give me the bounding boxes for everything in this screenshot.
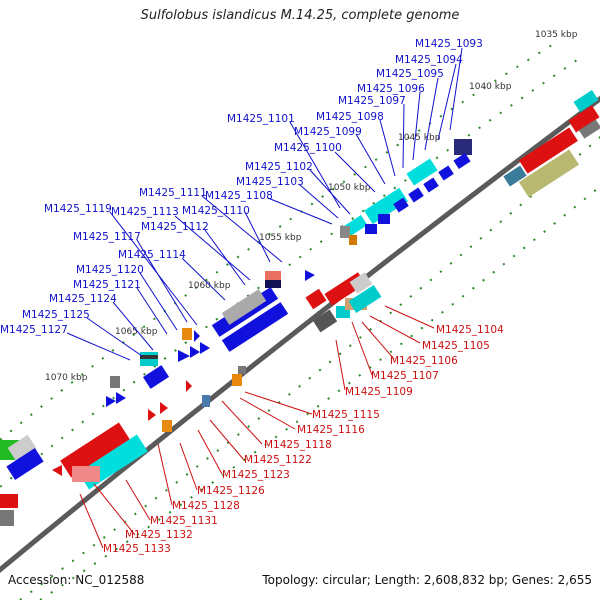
gene-label: M1425_1097	[338, 95, 406, 107]
gene-label: M1425_1108	[205, 190, 273, 202]
tick-label: 1060 kbp	[188, 281, 231, 291]
gene-label: M1425_1096	[357, 83, 425, 95]
topology-text: Topology: circular; Length: 2,608,832 bp…	[262, 573, 592, 587]
tick-label: 1065 kbp	[115, 327, 158, 337]
gene-label: M1425_1111	[139, 187, 207, 199]
ruler-dots	[0, 39, 600, 600]
gene-label: M1425_1133	[103, 543, 171, 555]
tick-label: 1070 kbp	[45, 373, 88, 383]
gene-label: M1425_1115	[312, 409, 380, 421]
gene-label: M1425_1113	[111, 206, 179, 218]
tick-label: 1055 kbp	[259, 233, 302, 243]
gene-label: M1425_1099	[294, 126, 362, 138]
tick-label: 1035 kbp	[535, 30, 578, 40]
gene-label: M1425_1122	[244, 454, 312, 466]
gene-label: M1425_1107	[371, 370, 439, 382]
forward-gene-labels: M1425_1093 M1425_1094 M1425_1095 M1425_1…	[0, 38, 483, 361]
tick-label: 1045 kbp	[398, 133, 441, 143]
gene-label: M1425_1125	[22, 309, 90, 321]
gene-label: M1425_1101	[227, 113, 295, 125]
gene-label: M1425_1126	[197, 485, 265, 497]
gene-label: M1425_1103	[236, 176, 304, 188]
gene-label: M1425_1117	[73, 231, 141, 243]
gene-label: M1425_1114	[118, 249, 186, 261]
gene-label: M1425_1109	[345, 386, 413, 398]
reverse-gene-features	[0, 272, 382, 526]
map-title: Sulfolobus islandicus M.14.25, complete …	[140, 8, 460, 23]
gene-label: M1425_1100	[274, 142, 342, 154]
gene-label: M1425_1119	[44, 203, 112, 215]
gene-label: M1425_1123	[222, 469, 290, 481]
reverse-gene-labels: M1425_1104 M1425_1105 M1425_1106 M1425_1…	[79, 305, 504, 555]
forward-gene-features	[0, 89, 600, 480]
gene-label: M1425_1102	[245, 161, 313, 173]
gene-label: M1425_1106	[390, 355, 458, 367]
tick-label: 1050 kbp	[328, 183, 371, 193]
gene-label: M1425_1093	[415, 38, 483, 50]
gene-label: M1425_1110	[182, 205, 250, 217]
gene-label: M1425_1131	[150, 515, 218, 527]
gene-label: M1425_1132	[125, 529, 193, 541]
gene-label: M1425_1112	[141, 221, 209, 233]
gene-label: M1425_1095	[376, 68, 444, 80]
gene-label: M1425_1105	[422, 340, 490, 352]
tick-label: 1040 kbp	[469, 82, 512, 92]
gene-label: M1425_1118	[264, 439, 332, 451]
gene-label: M1425_1127	[0, 324, 68, 336]
gene-label: M1425_1128	[172, 500, 240, 512]
gene-label: M1425_1104	[436, 324, 504, 336]
gene-label: M1425_1098	[316, 111, 384, 123]
position-ticks: 1035 kbp 1040 kbp 1045 kbp 1050 kbp 1055…	[45, 30, 578, 383]
gene-label: M1425_1121	[73, 279, 141, 291]
accession-text: Accession: NC_012588	[8, 573, 145, 587]
gene-label: M1425_1120	[76, 264, 144, 276]
gene-label: M1425_1094	[395, 54, 463, 66]
genome-backbone	[0, 95, 600, 573]
gene-label: M1425_1116	[297, 424, 365, 436]
gene-label: M1425_1124	[49, 293, 117, 305]
